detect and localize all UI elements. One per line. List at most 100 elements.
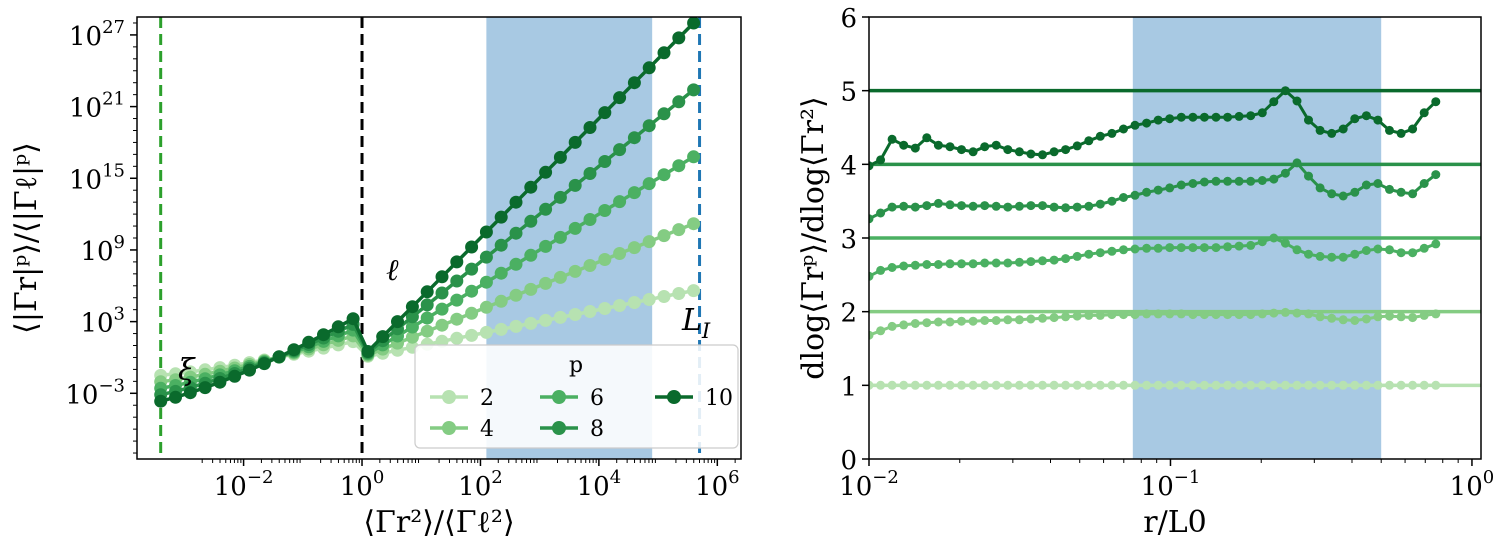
point-p10-1 <box>169 390 182 404</box>
slope-point-p2-29 <box>1199 380 1209 390</box>
point-p10-3 <box>198 381 212 395</box>
y-tick-label-27: 1027 <box>69 17 125 52</box>
r-y-tick-label-2: 2 <box>840 299 857 329</box>
slope-point-p2-39 <box>1315 380 1325 390</box>
y-tick-label--3: 10−3 <box>65 375 125 410</box>
slope-point-p6-22 <box>1119 245 1128 255</box>
point-p8-31 <box>613 143 627 157</box>
slope-point-p2-42 <box>1350 380 1360 390</box>
slope-point-p6-10 <box>980 258 990 268</box>
slope-point-p2-30 <box>1211 380 1221 390</box>
point-p2-24 <box>509 319 523 333</box>
slope-point-p8-45 <box>1385 184 1394 194</box>
slope-point-p6-5 <box>922 260 932 269</box>
point-p2-25 <box>524 316 538 330</box>
slope-point-p6-14 <box>1026 257 1036 267</box>
slope-point-p10-0 <box>869 161 874 171</box>
point-p2-33 <box>642 293 656 306</box>
slope-point-p8-14 <box>1026 201 1036 211</box>
point-p6-21 <box>465 284 479 298</box>
slope-point-p4-4 <box>910 319 920 328</box>
point-p8-26 <box>539 202 553 216</box>
slope-point-p2-10 <box>980 380 990 390</box>
slope-point-p4-20 <box>1095 310 1105 320</box>
point-p10-12 <box>331 320 345 334</box>
slope-point-p8-11 <box>991 201 1001 211</box>
slope-point-p10-30 <box>1211 112 1221 122</box>
slope-point-p10-10 <box>980 142 990 152</box>
slope-point-p6-49 <box>1431 239 1441 249</box>
point-p2-22 <box>479 325 493 339</box>
slope-point-p4-33 <box>1246 310 1256 320</box>
slope-point-p2-40 <box>1327 380 1337 390</box>
slope-point-p8-18 <box>1072 202 1082 212</box>
slope-point-p2-41 <box>1338 380 1348 390</box>
slope-point-p2-23 <box>1130 380 1140 390</box>
slope-point-p8-49 <box>1431 170 1441 180</box>
slope-point-p10-28 <box>1188 112 1198 122</box>
slope-point-p4-15 <box>1038 313 1047 323</box>
slope-point-p4-16 <box>1049 313 1059 323</box>
slope-point-p10-12 <box>1003 145 1013 155</box>
slope-point-p2-14 <box>1026 380 1036 390</box>
slope-point-p6-28 <box>1188 243 1198 253</box>
point-p10-35 <box>672 31 686 45</box>
x-tick-label-6: 106 <box>695 467 740 502</box>
slope-point-p2-44 <box>1373 380 1383 390</box>
x-tick-label-0-base: 10 <box>340 472 373 502</box>
point-p2-21 <box>465 328 479 342</box>
slope-point-p8-28 <box>1188 179 1198 188</box>
slope-point-p4-47 <box>1408 313 1418 323</box>
slope-point-p10-27 <box>1176 112 1186 122</box>
point-p10-4 <box>213 375 227 389</box>
slope-point-p10-14 <box>1026 149 1036 159</box>
slope-point-p10-49 <box>1431 97 1441 107</box>
point-p8-36 <box>687 83 701 97</box>
slope-point-p10-40 <box>1327 128 1337 138</box>
slope-point-p10-1 <box>876 155 886 165</box>
y-tick-label-3: 103 <box>80 304 125 339</box>
slope-point-p6-13 <box>1014 257 1024 267</box>
point-p6-29 <box>583 213 597 226</box>
legend-marker-p4 <box>442 421 456 435</box>
slope-point-p6-25 <box>1153 243 1163 253</box>
slope-point-p2-16 <box>1049 380 1059 390</box>
slope-point-p10-24 <box>1142 118 1152 128</box>
slope-point-p2-15 <box>1038 380 1047 390</box>
slope-point-p10-17 <box>1061 145 1071 155</box>
slope-point-p2-4 <box>910 380 920 390</box>
point-p4-31 <box>613 247 627 260</box>
LI-label: LI <box>681 303 711 343</box>
slope-point-p2-8 <box>957 380 966 390</box>
slope-point-p2-12 <box>1003 380 1013 390</box>
point-p6-27 <box>553 230 567 244</box>
x-tick-label-4: 104 <box>577 467 622 502</box>
point-p4-20 <box>450 312 464 326</box>
y-tick-label-21-base: 10 <box>69 94 102 124</box>
point-p2-34 <box>657 290 671 303</box>
y-tick-label-15-base: 10 <box>69 165 102 195</box>
slope-point-p6-11 <box>991 258 1001 268</box>
point-p4-22 <box>479 300 493 314</box>
legend-entry-p2: 2 <box>430 386 494 411</box>
slope-point-p8-19 <box>1084 201 1094 211</box>
point-p10-10 <box>302 335 316 349</box>
legend-entry-p8: 8 <box>540 417 604 442</box>
left-x-axis-label: ⟨Γr²⟩/⟨Γℓ²⟩ <box>363 505 514 540</box>
point-p10-25 <box>524 180 538 194</box>
slope-point-p6-38 <box>1304 249 1313 259</box>
r-x-tick-label--2: 10−2 <box>839 467 899 502</box>
series-left-p10 <box>154 17 701 408</box>
r-x-tick-label--2-exp: −2 <box>872 467 899 488</box>
x-tick-label--2: 10−2 <box>214 467 274 502</box>
slope-point-p4-24 <box>1142 309 1152 319</box>
point-p10-5 <box>228 369 242 383</box>
slope-point-p4-9 <box>968 316 978 326</box>
r-x-tick-label-0-exp: 0 <box>1483 467 1494 488</box>
point-p10-29 <box>583 121 597 134</box>
slope-point-p6-34 <box>1257 237 1267 247</box>
slope-point-p6-47 <box>1408 248 1418 258</box>
legend-entry-p4: 4 <box>430 417 494 442</box>
point-p6-28 <box>568 221 582 235</box>
